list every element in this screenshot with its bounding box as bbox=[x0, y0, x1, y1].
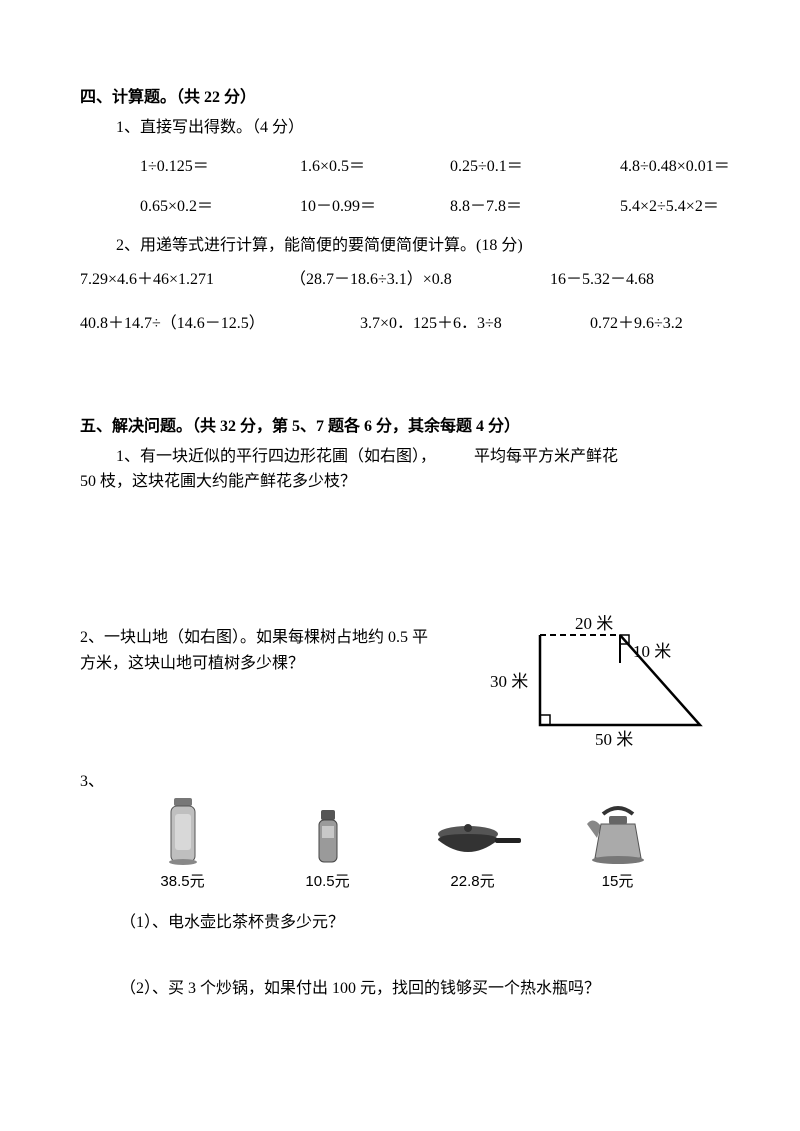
s4-p1-label: 1、直接写出得数。（4 分） bbox=[80, 115, 720, 141]
price: 38.5元 bbox=[160, 870, 204, 894]
s4-p2-row2: 40.8＋14.7÷（14.6－12.5） 3.7×0．125＋6．3÷8 0.… bbox=[80, 311, 720, 337]
lbl-bottom: 50 米 bbox=[595, 730, 633, 749]
triangle-diagram: 20 米 10 米 30 米 50 米 bbox=[490, 615, 720, 759]
section4-title: 四、计算题。（共 22 分） bbox=[80, 85, 720, 111]
eq: 10－0.99＝ bbox=[300, 194, 450, 220]
item-cup: 10.5元 bbox=[268, 806, 388, 894]
eq: 4.8÷0.48×0.01＝ bbox=[620, 154, 800, 180]
price: 22.8元 bbox=[450, 870, 494, 894]
lbl-left: 30 米 bbox=[490, 672, 528, 691]
lbl-top: 20 米 bbox=[575, 615, 613, 633]
expr: 0.72＋9.6÷3.2 bbox=[590, 311, 740, 337]
eq: 1÷0.125＝ bbox=[140, 154, 300, 180]
q3-items: 38.5元 10.5元 22.8元 bbox=[80, 804, 720, 894]
item-wok: 22.8元 bbox=[413, 816, 533, 894]
q2-a: 2、一块山地（如右图）。如果每棵树占地约 0.5 平 bbox=[80, 625, 490, 651]
wok-icon bbox=[423, 816, 523, 866]
expr: 3.7×0．125＋6．3÷8 bbox=[360, 311, 590, 337]
section5-title: 五、解决问题。（共 32 分，第 5、7 题各 6 分，其余每题 4 分） bbox=[80, 414, 720, 440]
expr: 16－5.32－4.68 bbox=[550, 267, 730, 293]
q1: 1、有一块近似的平行四边形花圃（如右图）， 平均每平方米产鲜花 bbox=[80, 444, 720, 470]
q3-1: （1）、电水壶比茶杯贵多少元？ bbox=[80, 910, 720, 936]
q1-c: 50 枝，这块花圃大约能产鲜花多少枝？ bbox=[80, 469, 720, 495]
eq: 8.8－7.8＝ bbox=[450, 194, 620, 220]
expr: 7.29×4.6＋46×1.271 bbox=[80, 267, 290, 293]
kettle-icon bbox=[583, 804, 653, 866]
s4-p2-label: 2、用递等式进行计算，能简便的要简便简便计算。(18 分) bbox=[80, 233, 720, 259]
item-kettle: 15元 bbox=[558, 804, 678, 894]
q2: 2、一块山地（如右图）。如果每棵树占地约 0.5 平 方米，这块山地可植树多少棵… bbox=[80, 615, 720, 759]
eq: 1.6×0.5＝ bbox=[300, 154, 450, 180]
lbl-right: 10 米 bbox=[633, 642, 671, 661]
s4-p1-row2: 0.65×0.2＝ 10－0.99＝ 8.8－7.8＝ 5.4×2÷5.4×2＝ bbox=[80, 194, 720, 220]
price: 10.5元 bbox=[305, 870, 349, 894]
eq: 0.65×0.2＝ bbox=[140, 194, 300, 220]
q1-a: 1、有一块近似的平行四边形花圃（如右图）， bbox=[116, 448, 436, 465]
q3-2: （2）、买 3 个炒锅，如果付出 100 元，找回的钱够买一个热水瓶吗？ bbox=[80, 976, 720, 1002]
price: 15元 bbox=[602, 870, 634, 894]
cup-icon bbox=[313, 806, 343, 866]
s4-p1-row1: 1÷0.125＝ 1.6×0.5＝ 0.25÷0.1＝ 4.8÷0.48×0.0… bbox=[80, 154, 720, 180]
q2-b: 方米，这块山地可植树多少棵？ bbox=[80, 651, 490, 677]
q1-b: 平均每平方米产鲜花 bbox=[474, 448, 618, 465]
expr: （28.7－18.6÷3.1）×0.8 bbox=[290, 267, 550, 293]
thermos-icon bbox=[162, 796, 204, 866]
expr: 40.8＋14.7÷（14.6－12.5） bbox=[80, 311, 360, 337]
item-thermos: 38.5元 bbox=[123, 796, 243, 894]
q3-label: 3、 bbox=[80, 769, 720, 795]
eq: 5.4×2÷5.4×2＝ bbox=[620, 194, 800, 220]
eq: 0.25÷0.1＝ bbox=[450, 154, 620, 180]
s4-p2-row1: 7.29×4.6＋46×1.271 （28.7－18.6÷3.1）×0.8 16… bbox=[80, 267, 720, 293]
